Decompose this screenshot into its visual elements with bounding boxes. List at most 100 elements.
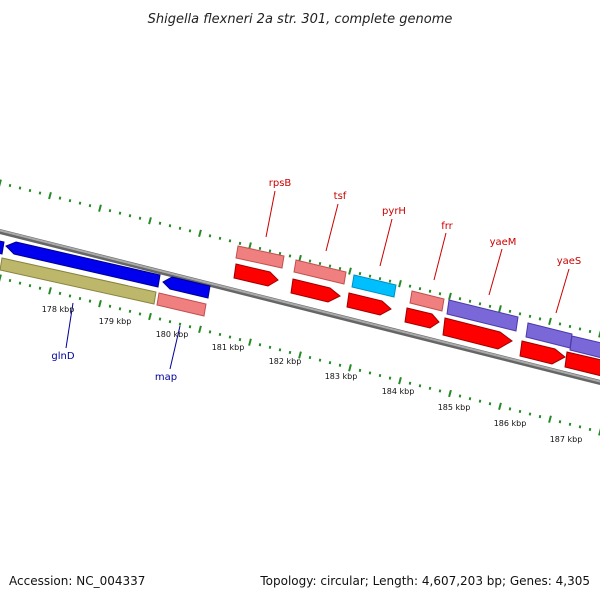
tick-mark: [578, 425, 582, 429]
tick-label: 185 kbp: [438, 403, 471, 412]
tick-mark: [238, 337, 242, 342]
tick-mark: [338, 266, 342, 271]
tick-mark: [568, 422, 572, 426]
tick-mark: [98, 204, 102, 212]
tick-mark: [598, 428, 600, 436]
feature-left-edge-cds: [0, 240, 5, 255]
tick-mark: [528, 314, 532, 318]
feature-yaeS-cds-2: [519, 340, 566, 365]
gene-label-leaders: [65, 190, 570, 370]
tick-mark: [0, 274, 2, 282]
tick-mark: [218, 236, 222, 240]
accession-label: Accession: NC_004337: [9, 574, 146, 588]
tick-mark: [468, 397, 472, 401]
inner-tick-track: [0, 274, 600, 436]
tick-mark: [458, 394, 462, 398]
tick-mark: [508, 407, 512, 411]
genome-backbone: [0, 228, 600, 386]
tick-mark: [58, 291, 62, 296]
tick-mark: [348, 364, 352, 372]
tick-label: 186 kbp: [494, 419, 527, 428]
tick-label: 180 kbp: [156, 330, 189, 339]
tick-mark: [368, 371, 372, 375]
tick-mark: [238, 241, 242, 246]
tick-mark: [148, 312, 152, 321]
tick-mark: [558, 322, 562, 326]
feature-track: [0, 240, 600, 377]
tick-mark: [498, 402, 502, 410]
tick-mark: [508, 309, 512, 313]
tick-mark: [328, 361, 332, 365]
feature-glnD-cds: [5, 241, 161, 288]
tick-mark: [568, 324, 572, 329]
feature-olive-cds: [0, 257, 157, 305]
tick-mark: [268, 345, 272, 349]
tick-mark: [18, 281, 22, 285]
feature-tsf-cds: [290, 278, 341, 303]
feature-partial-right-cds-2: [564, 351, 600, 377]
tick-mark: [308, 259, 312, 263]
tick-mark: [168, 224, 172, 228]
tick-mark: [318, 261, 322, 266]
genome-summary: Topology: circular; Length: 4,607,203 bp…: [260, 574, 590, 588]
tick-mark: [78, 296, 82, 301]
gene-label-map: map: [155, 372, 177, 383]
tick-mark: [178, 226, 182, 230]
tick-mark: [558, 420, 562, 424]
tick-mark: [58, 196, 62, 200]
tick-mark: [318, 358, 322, 362]
gene-label-yaeM: yaeM: [490, 237, 517, 248]
tick-mark: [28, 188, 32, 193]
tick-mark: [418, 384, 422, 388]
gene-label-frr: frr: [441, 221, 453, 232]
feature-yaeM-cds-2: [442, 317, 513, 350]
tick-mark: [398, 377, 402, 385]
feature-rpsB-cds: [233, 263, 279, 287]
map-title: Shigella flexneri 2a str. 301, complete …: [148, 12, 453, 27]
tick-mark: [88, 204, 92, 208]
tick-mark: [68, 199, 72, 203]
tick-mark: [108, 209, 112, 213]
tick-mark: [128, 309, 132, 313]
tick-mark: [48, 287, 52, 295]
tick-mark: [258, 343, 262, 347]
tick-label: 179 kbp: [99, 317, 132, 326]
tick-mark: [598, 330, 600, 338]
tick-mark: [308, 355, 312, 360]
feature-map-cds: [162, 276, 211, 299]
tick-mark: [588, 329, 592, 334]
tick-mark: [288, 254, 292, 258]
tick-mark: [8, 278, 12, 283]
tick-mark: [428, 386, 432, 390]
tick-mark: [38, 191, 42, 195]
tick-mark: [218, 332, 222, 337]
gene-label-pyrH: pyrH: [382, 206, 406, 217]
tick-mark: [38, 286, 42, 290]
tick-mark: [298, 351, 302, 359]
tick-mark: [0, 179, 2, 187]
tick-mark: [438, 389, 442, 393]
tick-mark: [358, 368, 362, 373]
tick-mark: [268, 249, 272, 253]
tick-mark: [328, 264, 332, 268]
tick-mark: [448, 389, 452, 398]
tick-mark: [138, 312, 142, 316]
tick-label: 184 kbp: [382, 387, 415, 396]
tick-mark: [518, 409, 522, 414]
tick-mark: [418, 287, 422, 291]
feature-pyrH-cds-2: [346, 292, 392, 316]
tick-mark: [398, 280, 402, 288]
gene-label-tsf: tsf: [334, 191, 347, 202]
tick-mark: [488, 402, 492, 406]
tick-mark: [408, 381, 412, 385]
tick-mark: [158, 221, 162, 225]
tick-mark: [488, 304, 492, 308]
tick-mark: [258, 246, 262, 251]
tick-mark: [188, 229, 192, 233]
gene-label-rpsB: rpsB: [269, 178, 292, 189]
tick-mark: [448, 292, 452, 300]
tick-mark: [478, 302, 482, 306]
tick-mark: [128, 214, 132, 218]
feature-yaeM-cds: [446, 299, 519, 332]
